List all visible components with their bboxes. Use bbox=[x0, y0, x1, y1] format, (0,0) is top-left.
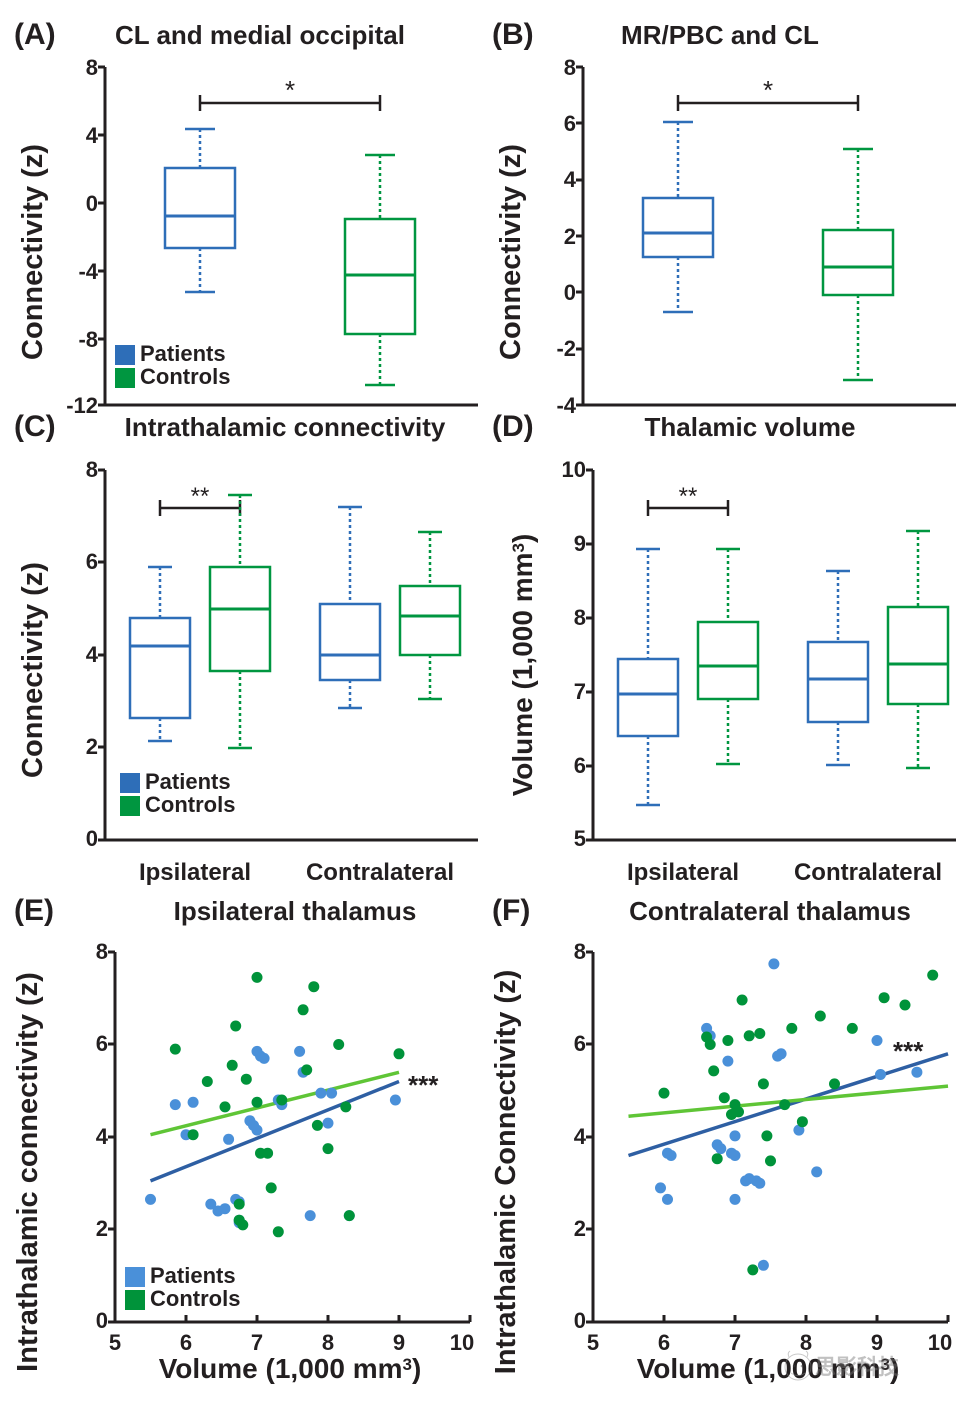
svg-text:-12: -12 bbox=[66, 393, 98, 418]
svg-text:4: 4 bbox=[86, 642, 99, 667]
svg-text:Controls: Controls bbox=[150, 1286, 240, 1311]
svg-text:6: 6 bbox=[574, 1031, 586, 1056]
svg-text:思影科技: 思影科技 bbox=[815, 1355, 900, 1379]
svg-text:8: 8 bbox=[574, 939, 586, 964]
svg-text:6: 6 bbox=[658, 1330, 670, 1355]
svg-text:0: 0 bbox=[564, 280, 576, 305]
svg-text:Ipsilateral: Ipsilateral bbox=[139, 859, 251, 886]
svg-text:Intrathalamic Connectivity (z): Intrathalamic Connectivity (z) bbox=[490, 970, 522, 1374]
svg-text:***: *** bbox=[408, 1070, 439, 1100]
svg-text:10: 10 bbox=[450, 1330, 474, 1355]
svg-text:8: 8 bbox=[322, 1330, 334, 1355]
svg-text:7: 7 bbox=[729, 1330, 741, 1355]
svg-text:6: 6 bbox=[86, 549, 98, 574]
svg-text:2: 2 bbox=[574, 1216, 586, 1241]
svg-text:Contralateral: Contralateral bbox=[306, 859, 454, 886]
svg-text:8: 8 bbox=[86, 457, 98, 482]
svg-text:2: 2 bbox=[86, 734, 98, 759]
svg-text:**: ** bbox=[191, 483, 210, 510]
svg-text:Contralateral: Contralateral bbox=[794, 859, 942, 886]
svg-text:Controls: Controls bbox=[140, 364, 230, 389]
svg-text:4: 4 bbox=[96, 1124, 109, 1149]
svg-text:Patients: Patients bbox=[150, 1263, 236, 1288]
svg-text:2: 2 bbox=[564, 224, 576, 249]
svg-text:Connectivity (z): Connectivity (z) bbox=[17, 144, 49, 360]
svg-text:0: 0 bbox=[96, 1308, 108, 1333]
svg-text:0: 0 bbox=[86, 191, 98, 216]
svg-text:*: * bbox=[763, 75, 773, 105]
svg-text:0: 0 bbox=[574, 1308, 586, 1333]
svg-text:8: 8 bbox=[86, 55, 98, 80]
svg-text:8: 8 bbox=[96, 939, 108, 964]
svg-text:6: 6 bbox=[180, 1330, 192, 1355]
svg-text:**: ** bbox=[679, 483, 698, 510]
svg-text:8: 8 bbox=[574, 605, 586, 630]
svg-text:-4: -4 bbox=[556, 393, 576, 418]
svg-text:-4: -4 bbox=[78, 259, 98, 284]
svg-text:9: 9 bbox=[574, 531, 586, 556]
svg-text:Patients: Patients bbox=[140, 341, 226, 366]
svg-text:Ipsilateral: Ipsilateral bbox=[627, 859, 739, 886]
svg-text:-8: -8 bbox=[78, 327, 98, 352]
svg-text:0: 0 bbox=[86, 826, 98, 851]
svg-text:2: 2 bbox=[96, 1216, 108, 1241]
svg-text:Controls: Controls bbox=[145, 792, 235, 817]
svg-text:5: 5 bbox=[574, 826, 586, 851]
svg-text:10: 10 bbox=[562, 457, 586, 482]
svg-text:5: 5 bbox=[109, 1330, 121, 1355]
svg-text:Volume (1,000 mm3): Volume (1,000 mm3) bbox=[507, 534, 538, 797]
svg-text:Intrathalamic connectivity (z): Intrathalamic connectivity (z) bbox=[12, 972, 44, 1372]
svg-text:4: 4 bbox=[574, 1124, 587, 1149]
svg-text:7: 7 bbox=[251, 1330, 263, 1355]
svg-text:4: 4 bbox=[564, 167, 577, 192]
svg-text:Patients: Patients bbox=[145, 769, 231, 794]
svg-text:7: 7 bbox=[574, 679, 586, 704]
svg-text:Volume (1,000 mm3): Volume (1,000 mm3) bbox=[159, 1353, 422, 1384]
svg-text:6: 6 bbox=[96, 1031, 108, 1056]
svg-text:4: 4 bbox=[86, 123, 99, 148]
svg-text:*: * bbox=[285, 75, 295, 105]
svg-text:-2: -2 bbox=[556, 336, 576, 361]
svg-text:Connectivity (z): Connectivity (z) bbox=[495, 144, 527, 360]
svg-text:5: 5 bbox=[587, 1330, 599, 1355]
svg-text:9: 9 bbox=[393, 1330, 405, 1355]
svg-text:***: *** bbox=[893, 1036, 924, 1066]
svg-text:8: 8 bbox=[564, 55, 576, 80]
svg-text:Connectivity (z): Connectivity (z) bbox=[17, 562, 49, 778]
svg-text:6: 6 bbox=[574, 753, 586, 778]
svg-text:6: 6 bbox=[564, 111, 576, 136]
